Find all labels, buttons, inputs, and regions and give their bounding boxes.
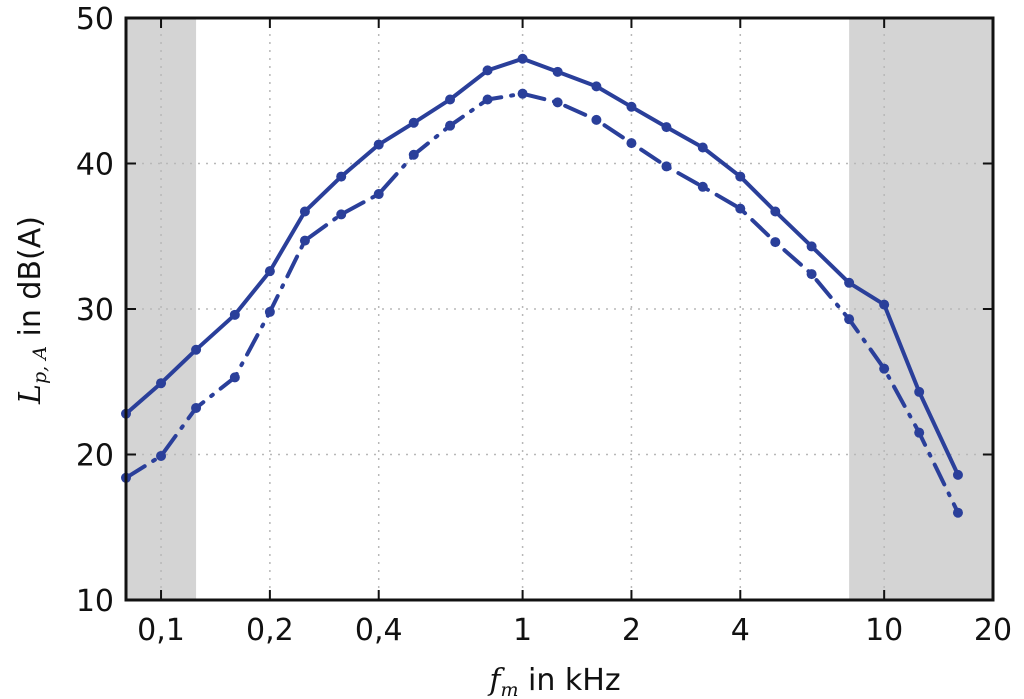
y-axis-ticks: 10 20 30 40 50	[76, 2, 993, 619]
data-point-dash-dot	[156, 450, 167, 461]
data-point-solid	[914, 386, 925, 397]
y-tick-label: 50	[76, 2, 114, 37]
data-point-dash-dot	[879, 363, 890, 374]
data-point-dash-dot	[697, 181, 708, 192]
y-axis-label-subscript: p, A	[29, 346, 51, 384]
x-tick-label: 2	[622, 613, 641, 648]
data-point-dash-dot	[735, 203, 746, 214]
data-point-solid	[264, 266, 275, 277]
data-point-solid	[445, 94, 456, 105]
data-point-solid	[517, 53, 528, 64]
y-axis-label: Lp, A in dB(A)	[13, 216, 51, 405]
x-tick-label: 10	[865, 613, 903, 648]
x-tick-label: 0,2	[246, 613, 294, 648]
data-point-solid	[336, 171, 347, 182]
series-line-dash-dot	[124, 91, 960, 515]
data-point-dash-dot	[770, 237, 781, 248]
data-point-solid	[952, 469, 963, 480]
data-point-solid	[879, 299, 890, 310]
data-point-solid	[373, 139, 384, 150]
data-point-dash-dot	[914, 427, 925, 438]
data-point-solid	[482, 65, 493, 76]
data-point-dash-dot	[517, 88, 528, 99]
y-tick-label: 30	[76, 293, 114, 328]
x-tick-label: 0,1	[137, 613, 185, 648]
data-point-dash-dot	[445, 120, 456, 131]
x-tick-label: 20	[974, 613, 1012, 648]
data-point-dash-dot	[806, 269, 817, 280]
shaded-region-0	[126, 18, 197, 600]
data-point-dash-dot	[591, 114, 602, 125]
x-axis-label-subscript: m	[500, 679, 518, 699]
y-tick-label: 40	[76, 148, 114, 183]
data-point-solid	[156, 378, 167, 389]
data-point-solid	[408, 117, 419, 128]
data-point-dash-dot	[482, 94, 493, 105]
data-point-solid	[735, 171, 746, 182]
data-point-solid	[299, 206, 310, 217]
data-point-dash-dot	[552, 97, 563, 108]
data-point-dash-dot	[626, 138, 637, 149]
data-point-solid	[844, 277, 855, 288]
data-point-dash-dot	[229, 372, 240, 383]
data-point-solid	[191, 344, 202, 355]
y-tick-label: 20	[76, 439, 114, 474]
data-point-solid	[770, 206, 781, 217]
shaded-region-1	[849, 18, 993, 600]
y-tick-label: 10	[76, 584, 114, 619]
y-axis-label-symbol: L	[13, 384, 48, 405]
data-point-solid	[552, 66, 563, 77]
data-point-dash-dot	[952, 507, 963, 518]
x-axis-label-suffix: in kHz	[519, 663, 621, 698]
data-point-dash-dot	[408, 149, 419, 160]
data-point-dash-dot	[661, 161, 672, 172]
x-tick-label: 1	[513, 613, 532, 648]
data-point-solid	[661, 122, 672, 133]
data-point-solid	[591, 81, 602, 92]
data-point-solid	[806, 241, 817, 252]
data-point-dash-dot	[373, 189, 384, 200]
data-point-solid	[697, 142, 708, 153]
x-axis-label: fm in kHz	[487, 663, 620, 699]
data-point-dash-dot	[844, 314, 855, 325]
data-point-dash-dot	[336, 209, 347, 220]
data-point-solid	[229, 309, 240, 320]
series-layer	[121, 53, 963, 518]
x-tick-label: 4	[731, 613, 750, 648]
y-axis-label-suffix: in dB(A)	[13, 216, 48, 346]
data-point-dash-dot	[191, 402, 202, 413]
data-point-dash-dot	[264, 306, 275, 317]
x-tick-label: 0,4	[355, 613, 403, 648]
x-axis-ticks: 0,1 0,2 0,4 1 2 4 10 20	[137, 18, 1012, 648]
series-line-solid	[124, 56, 960, 477]
data-point-dash-dot	[299, 235, 310, 246]
data-point-solid	[626, 101, 637, 112]
